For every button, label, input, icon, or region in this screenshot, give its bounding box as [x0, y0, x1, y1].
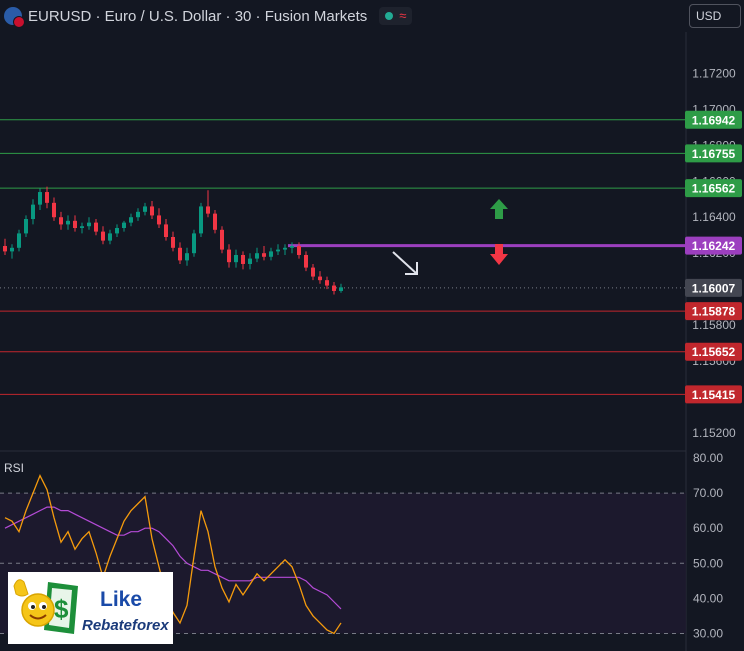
rsi-tick-label: 80.00 — [693, 451, 723, 465]
candle — [318, 271, 322, 284]
rsi-ma-line — [4, 506, 342, 610]
rsi-label[interactable]: RSI — [4, 461, 25, 475]
resistance-label-text: 1.16562 — [692, 182, 736, 196]
pivot-label-text: 1.16242 — [692, 239, 736, 253]
candle — [255, 247, 259, 263]
candle — [108, 229, 112, 245]
candle — [192, 229, 196, 257]
trend-arrow-icon — [392, 251, 418, 275]
market-status[interactable]: ≈ — [379, 7, 413, 25]
rsi-tick-label: 50.00 — [693, 556, 723, 570]
candle — [17, 229, 21, 252]
support-label-text: 1.15415 — [692, 388, 736, 402]
candle — [45, 186, 49, 209]
candle — [325, 276, 329, 290]
candle — [3, 238, 7, 255]
rsi-axis[interactable]: 80.00 70.00 60.00 50.00 40.00 30.00 — [693, 451, 723, 640]
svg-text:$: $ — [54, 594, 69, 624]
candle — [269, 247, 273, 261]
candle — [178, 242, 182, 264]
candle — [150, 201, 154, 220]
candle — [101, 226, 105, 245]
candle — [143, 202, 147, 216]
mascot-icon: $ — [13, 579, 78, 634]
rsi-tick-label: 60.00 — [693, 521, 723, 535]
candle — [220, 226, 224, 254]
rsi-tick-label: 70.00 — [693, 486, 723, 500]
candle — [304, 251, 308, 272]
rsi-line — [4, 473, 342, 635]
level-lines — [0, 119, 686, 395]
candle — [52, 197, 56, 221]
last-price-label-box — [685, 278, 742, 297]
candle — [129, 213, 133, 227]
rsi-tick-label: 30.00 — [693, 626, 723, 640]
support-label-box — [685, 385, 742, 404]
wave-icon: ≈ — [399, 8, 407, 23]
support-label-box — [685, 302, 742, 321]
candle — [283, 244, 287, 255]
price-tick-label: 1.17200 — [692, 66, 736, 80]
candle — [206, 190, 210, 218]
candle — [248, 253, 252, 270]
candle — [199, 202, 203, 238]
candle — [262, 245, 266, 261]
resistance-label-box — [685, 144, 742, 163]
candle — [185, 247, 189, 266]
resistance-label-box — [685, 110, 742, 129]
price-tick-label: 1.16400 — [692, 210, 736, 224]
candle — [241, 251, 245, 270]
resistance-label-text: 1.16942 — [692, 113, 736, 127]
symbol-flag-icon[interactable] — [4, 7, 25, 28]
candle — [24, 215, 28, 238]
candle — [10, 244, 14, 259]
candle — [276, 244, 280, 255]
candle — [227, 244, 231, 268]
candle — [115, 224, 119, 238]
candles — [3, 186, 343, 295]
level-price-labels: 1.16942 1.16755 1.16562 1.16242 1.16007 1.158… — [685, 110, 742, 404]
resistance-label-text: 1.16755 — [692, 147, 736, 161]
support-label-text: 1.15652 — [692, 345, 736, 359]
price-tick-label: 1.15200 — [692, 426, 736, 440]
logo-line-1: Like — [100, 588, 143, 611]
candle — [136, 208, 140, 221]
candle — [31, 199, 35, 225]
resistance-label-box — [685, 179, 742, 198]
candle — [339, 283, 343, 293]
market-open-icon — [385, 12, 394, 20]
support-label-box — [685, 342, 742, 361]
candle — [73, 215, 77, 232]
candle — [290, 242, 294, 254]
chart-header: EURUSD · Euro / U.S. Dollar · 30 · Fusio… — [0, 0, 413, 32]
candle — [80, 222, 84, 234]
support-label-text: 1.15878 — [692, 305, 736, 319]
rsi-tick-label: 40.00 — [693, 591, 723, 605]
candle — [332, 281, 336, 295]
candle — [311, 263, 315, 281]
candle — [213, 210, 217, 234]
candle — [66, 215, 70, 230]
candle — [38, 188, 42, 211]
candle — [164, 219, 168, 241]
candle — [87, 217, 91, 230]
candle — [59, 211, 63, 230]
down-arrow-icon — [490, 244, 508, 265]
symbol-title[interactable]: EURUSD · Euro / U.S. Dollar · 30 · Fusio… — [28, 7, 368, 25]
candle — [171, 231, 175, 252]
candle — [297, 242, 301, 259]
currency-selector[interactable]: USD — [689, 4, 741, 28]
pivot-label-box — [685, 236, 742, 255]
logo-line-2: Rebateforex — [82, 617, 169, 634]
candle — [157, 208, 161, 229]
up-arrow-icon — [490, 199, 508, 219]
last-price-label-text: 1.16007 — [692, 281, 736, 295]
candle — [122, 220, 126, 232]
price-tick-label: 1.15800 — [692, 318, 736, 332]
watermark-logo: $ Like Rebateforex — [8, 572, 173, 644]
candle — [94, 219, 98, 236]
candle — [234, 249, 238, 268]
